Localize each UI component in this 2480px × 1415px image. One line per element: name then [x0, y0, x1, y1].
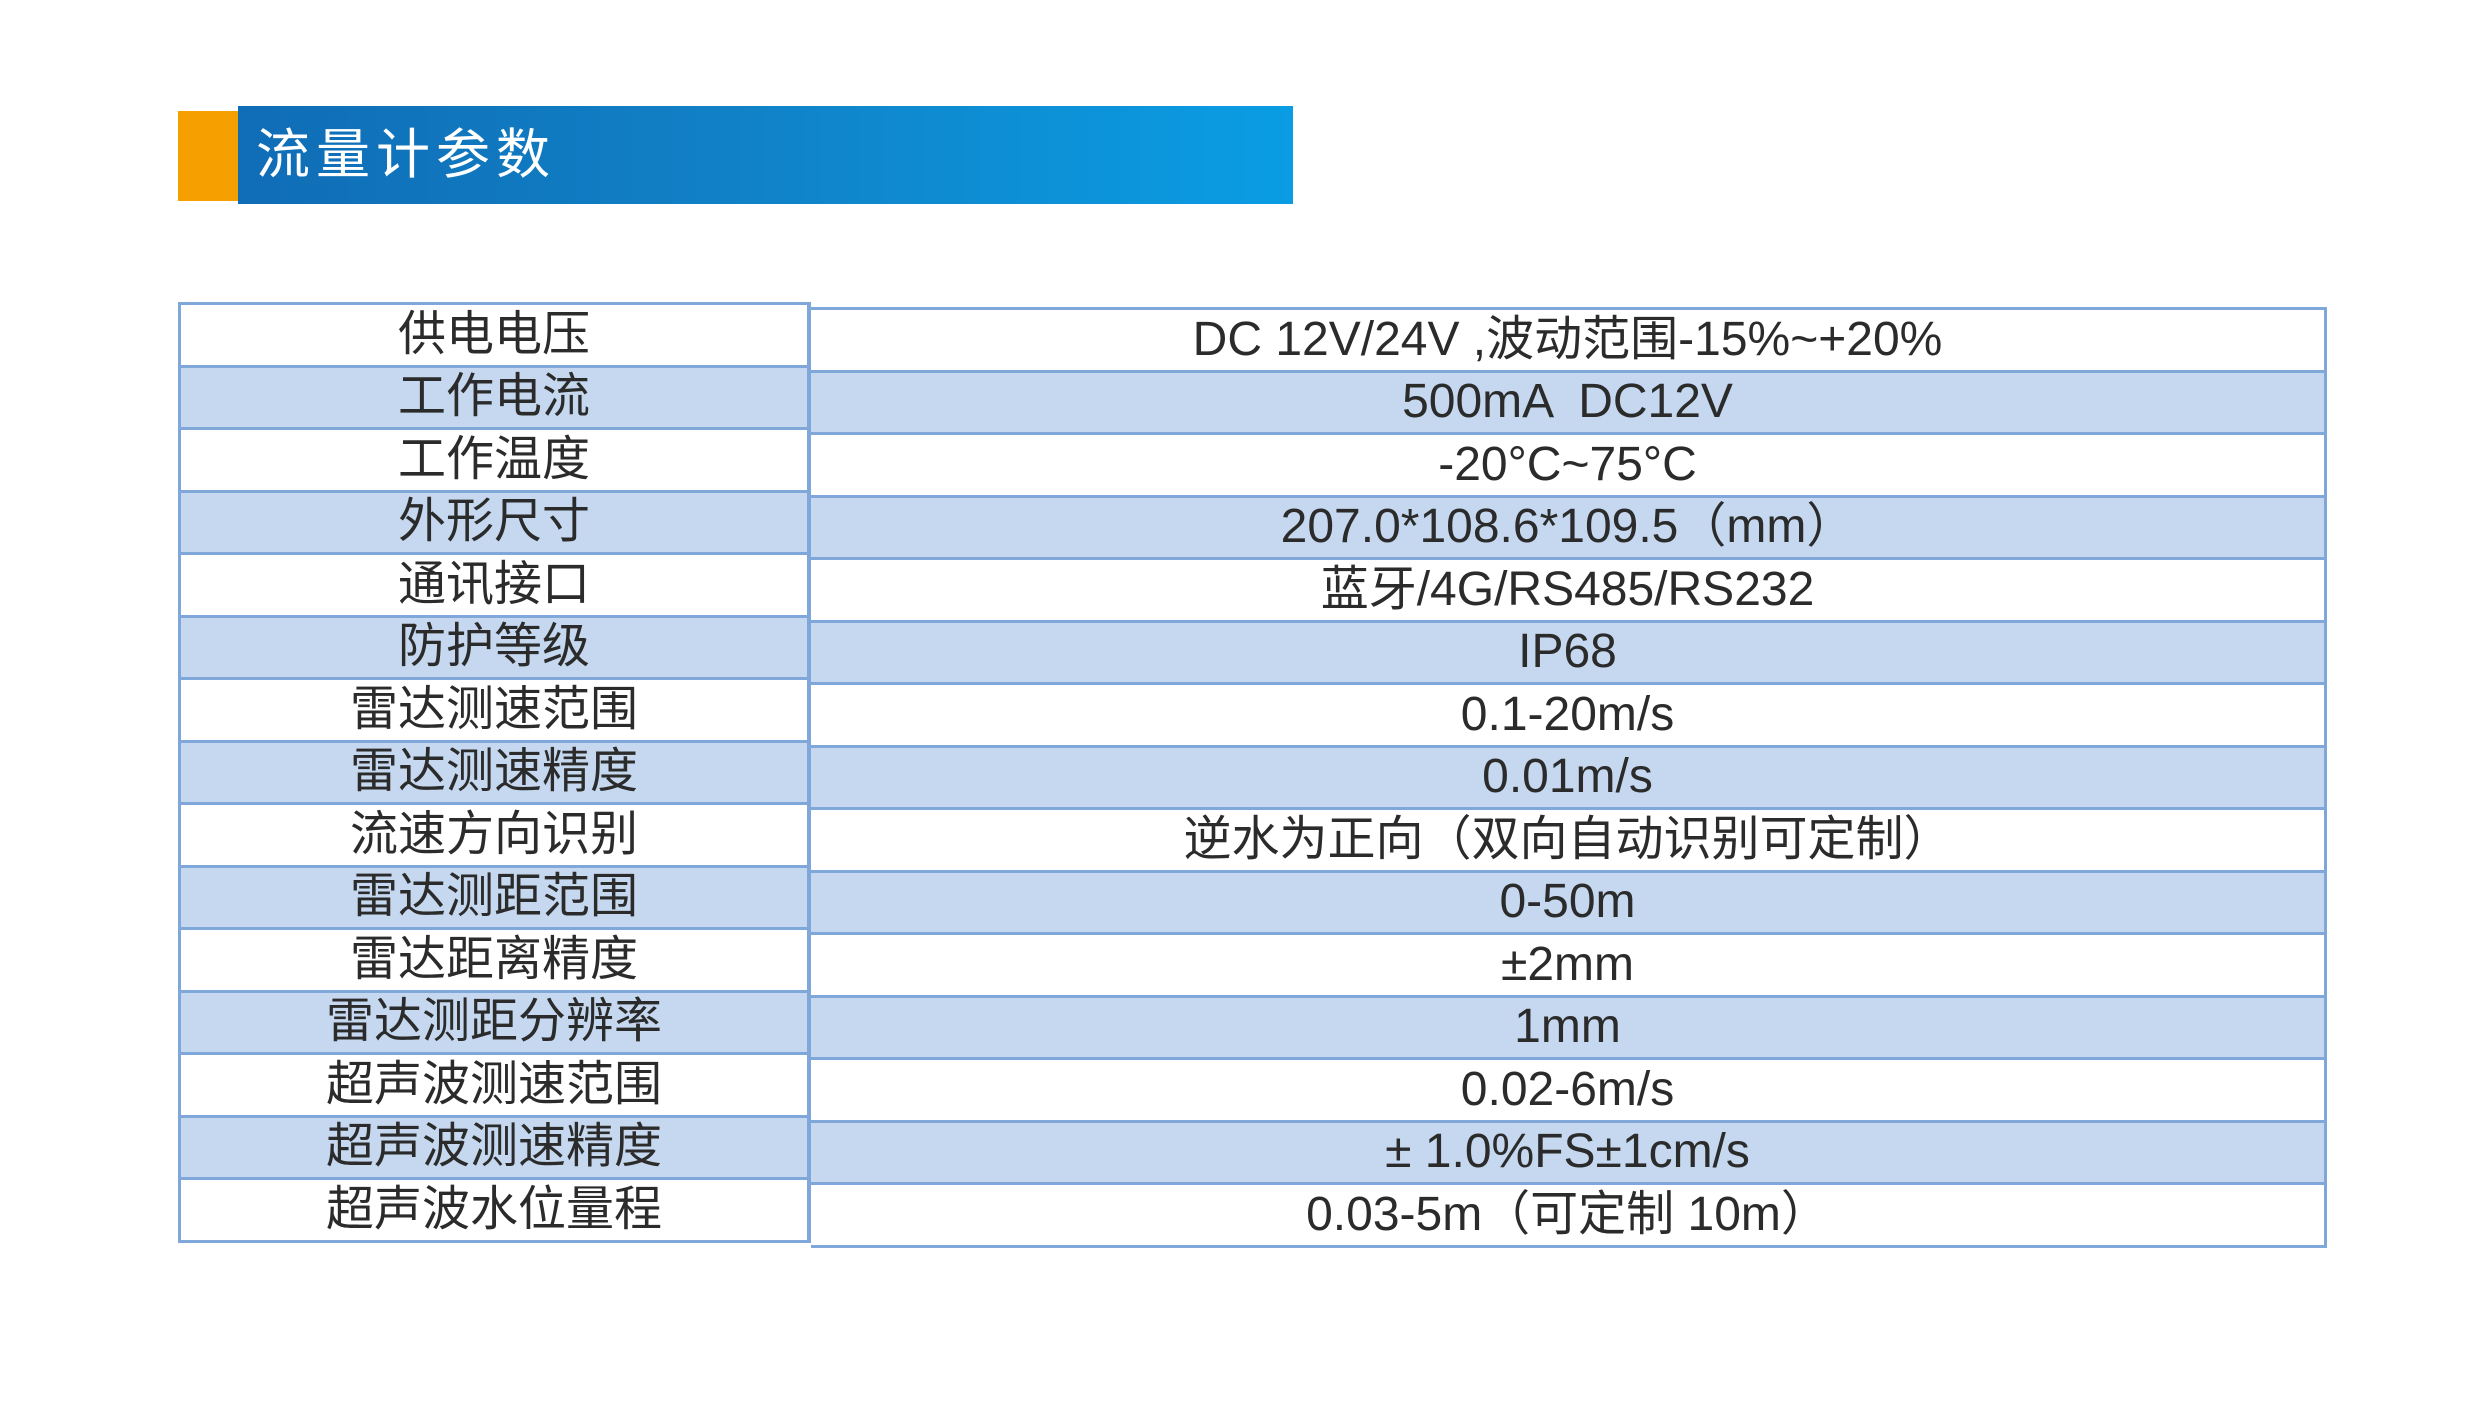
- header-orange-accent-block: [178, 111, 238, 201]
- param-value-cell: 0.01m/s: [811, 747, 2324, 810]
- param-label-cell: 工作温度: [181, 430, 807, 493]
- param-label-cell: 超声波测速范围: [181, 1055, 807, 1118]
- spec-table-value-column: DC 12V/24V ,波动范围-15%~+20% 500mA DC12V -20°…: [811, 307, 2327, 1248]
- param-label-cell: 工作电流: [181, 367, 807, 430]
- param-label-cell: 超声波水位量程: [181, 1180, 807, 1240]
- page-title: 流量计参数: [256, 125, 556, 185]
- param-value-cell: 0.1-20m/s: [811, 685, 2324, 748]
- param-value-cell: IP68: [811, 622, 2324, 685]
- param-label-cell: 超声波测速精度: [181, 1117, 807, 1180]
- param-value-cell: 逆水为正向（双向自动识别可定制）: [811, 810, 2324, 873]
- param-label-cell: 供电电压: [181, 305, 807, 368]
- param-value-cell: 0-50m: [811, 872, 2324, 935]
- param-value-cell: 1mm: [811, 997, 2324, 1060]
- param-label-cell: 雷达距离精度: [181, 930, 807, 993]
- param-value-cell: 蓝牙/4G/RS485/RS232: [811, 560, 2324, 623]
- param-value-cell: -20°C~75°C: [811, 435, 2324, 498]
- param-label-cell: 通讯接口: [181, 555, 807, 618]
- param-value-cell: 0.02-6m/s: [811, 1060, 2324, 1123]
- section-header-banner: [238, 106, 1293, 204]
- param-label-cell: 流速方向识别: [181, 805, 807, 868]
- param-label-cell: 雷达测距分辨率: [181, 992, 807, 1055]
- param-value-cell: 0.03-5m（可定制 10m）: [811, 1185, 2324, 1245]
- param-label-cell: 雷达测速精度: [181, 742, 807, 805]
- param-label-cell: 雷达测速范围: [181, 680, 807, 743]
- spec-table-label-column: 供电电压 工作电流 工作温度 外形尺寸 通讯接口 防护等级 雷达测速范围 雷达测速精度 流速方向…: [178, 302, 811, 1243]
- param-value-cell: ± 1.0%FS±1cm/s: [811, 1122, 2324, 1185]
- param-label-cell: 防护等级: [181, 617, 807, 680]
- param-value-cell: 207.0*108.6*109.5（mm）: [811, 497, 2324, 560]
- param-value-cell: ±2mm: [811, 935, 2324, 998]
- param-label-cell: 雷达测距范围: [181, 867, 807, 930]
- param-value-cell: DC 12V/24V ,波动范围-15%~+20%: [811, 310, 2324, 373]
- param-value-cell: 500mA DC12V: [811, 372, 2324, 435]
- param-label-cell: 外形尺寸: [181, 492, 807, 555]
